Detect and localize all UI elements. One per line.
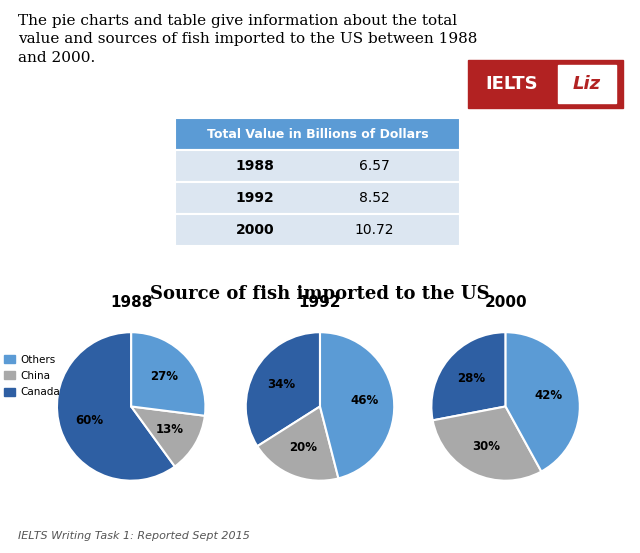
FancyBboxPatch shape <box>558 65 616 103</box>
Wedge shape <box>431 332 506 420</box>
Text: 28%: 28% <box>457 372 485 384</box>
Text: 34%: 34% <box>267 378 295 392</box>
Text: 6.57: 6.57 <box>359 159 390 173</box>
Text: 60%: 60% <box>75 414 103 427</box>
Text: Liz: Liz <box>573 75 601 93</box>
Wedge shape <box>320 332 394 478</box>
Wedge shape <box>257 406 339 481</box>
Text: 30%: 30% <box>472 440 500 453</box>
Text: 8.52: 8.52 <box>359 191 390 205</box>
Text: 46%: 46% <box>350 394 378 408</box>
FancyBboxPatch shape <box>175 214 460 246</box>
Wedge shape <box>131 406 205 467</box>
Title: 2000: 2000 <box>484 295 527 310</box>
Text: 1992: 1992 <box>236 191 274 205</box>
Title: 1992: 1992 <box>299 295 341 310</box>
Text: 20%: 20% <box>290 441 317 455</box>
FancyBboxPatch shape <box>175 150 460 182</box>
Wedge shape <box>246 332 320 446</box>
FancyBboxPatch shape <box>175 118 460 150</box>
Wedge shape <box>57 332 175 481</box>
Text: 27%: 27% <box>150 371 179 383</box>
Legend: Others, China, Canada: Others, China, Canada <box>4 355 60 397</box>
Text: IELTS: IELTS <box>486 75 538 93</box>
Text: IELTS Writing Task 1: Reported Sept 2015: IELTS Writing Task 1: Reported Sept 2015 <box>18 531 250 541</box>
Text: Source of fish imported to the US: Source of fish imported to the US <box>150 285 490 303</box>
Text: Total Value in Billions of Dollars: Total Value in Billions of Dollars <box>207 128 428 140</box>
Title: 1988: 1988 <box>110 295 152 310</box>
Wedge shape <box>131 332 205 416</box>
Text: 42%: 42% <box>534 389 563 402</box>
Text: 1988: 1988 <box>236 159 274 173</box>
Text: The pie charts and table give information about the total
value and sources of f: The pie charts and table give informatio… <box>18 14 477 65</box>
Wedge shape <box>433 406 541 481</box>
FancyBboxPatch shape <box>175 182 460 214</box>
Text: 2000: 2000 <box>236 223 274 237</box>
Text: 10.72: 10.72 <box>355 223 394 237</box>
FancyBboxPatch shape <box>468 60 623 108</box>
Text: 13%: 13% <box>156 422 184 436</box>
Wedge shape <box>506 332 580 472</box>
